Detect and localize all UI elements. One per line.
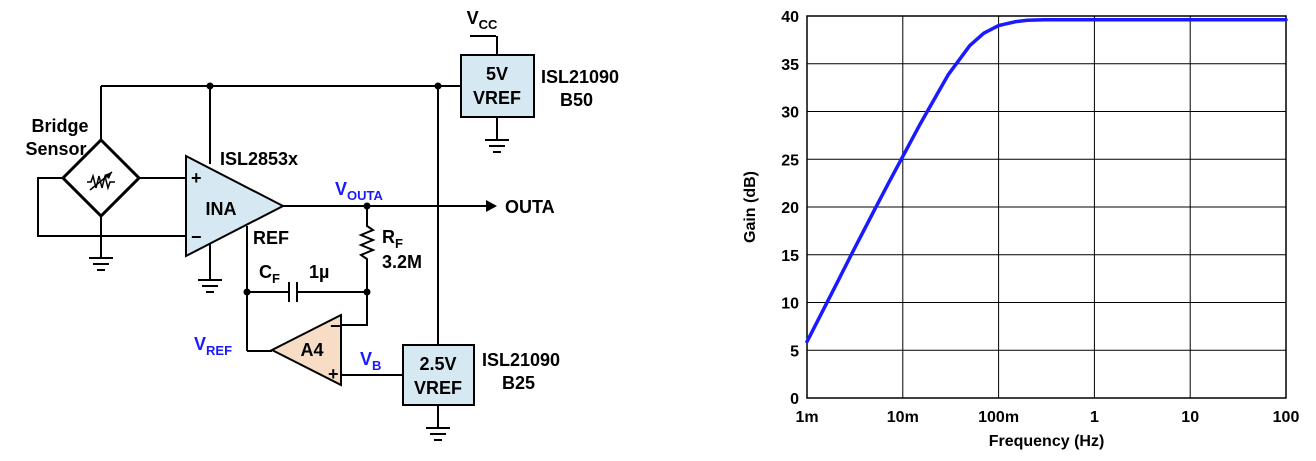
cf-label: CF (259, 262, 280, 286)
x-axis-label: Frequency (Hz) (989, 433, 1105, 450)
y-tick-label: 10 (781, 296, 799, 313)
isl-b50-line2: B50 (560, 90, 593, 110)
x-tick-label: 10 (1181, 409, 1199, 426)
gain-chart: 1m 10m 100m 1 10 100 0 5 10 15 20 25 30 35 40 Frequen… (742, 9, 1299, 450)
bridge-label-line2: Sensor (25, 139, 86, 159)
x-tick-label: 10m (887, 409, 919, 426)
rf-label: RF (382, 227, 403, 251)
ground-icon (426, 427, 450, 441)
y-tick-label: 15 (781, 248, 799, 265)
a4-minus-sign: − (330, 316, 341, 336)
gain-curve (805, 18, 1288, 344)
a4-plus-sign: + (328, 364, 339, 384)
ref-label: REF (253, 228, 289, 248)
y-axis-label: Gain (dB) (742, 171, 759, 243)
ina-label: INA (206, 199, 237, 219)
x-tick-label: 1 (1090, 409, 1099, 426)
ina-amplifier (185, 154, 286, 258)
isl-b50-line1: ISL21090 (541, 67, 619, 87)
cf-value: 1µ (309, 262, 329, 282)
vref-2v5-line2: VREF (414, 378, 462, 398)
y-tick-label: 0 (790, 391, 799, 408)
chart-grid (807, 16, 1286, 398)
resistor-rf-icon (341, 206, 376, 326)
y-tick-label: 25 (781, 152, 799, 169)
vcc-label: VCC (467, 8, 498, 32)
a4-amplifier (269, 313, 342, 387)
isl-b25-line1: ISL21090 (482, 350, 560, 370)
isl-b25-line2: B25 (502, 373, 535, 393)
x-tick-label: 100m (978, 409, 1019, 426)
vref-5v-line1: 5V (486, 64, 508, 84)
ground-icon (198, 279, 222, 293)
a4-label: A4 (300, 340, 323, 360)
ina-plus-sign: + (191, 168, 202, 188)
x-tick-label: 100 (1273, 409, 1300, 426)
vref-2v5-block (402, 344, 475, 406)
plot-frame (806, 15, 1287, 399)
circuit-diagram: VCC 5V VREF ISL21090 B50 Bridge Sensor (25, 8, 619, 441)
chart-series (805, 18, 1288, 344)
y-tick-label: 40 (781, 9, 799, 26)
vref-2v5-line1: 2.5V (419, 354, 456, 374)
rf-value: 3.2M (382, 252, 422, 272)
outa-label: OUTA (505, 197, 555, 217)
x-tick-label: 1m (795, 409, 818, 426)
x-tick-labels: 1m 10m 100m 1 10 100 (795, 409, 1299, 426)
y-tick-label: 20 (781, 200, 799, 217)
y-tick-labels: 0 5 10 15 20 25 30 35 40 (781, 9, 799, 408)
output-arrow-icon (486, 200, 497, 212)
ground-icon (89, 257, 113, 271)
variable-resistor-icon (87, 171, 115, 191)
ina-part-label: ISL2853x (220, 149, 298, 169)
y-tick-label: 5 (790, 343, 799, 360)
ground-icon (485, 139, 509, 153)
vb-label: VB (360, 349, 381, 373)
ina-minus-sign: − (191, 227, 202, 247)
vouta-label: VOUTA (335, 179, 383, 203)
vref-5v-line2: VREF (473, 88, 521, 108)
y-tick-label: 35 (781, 57, 799, 74)
vref-label: VREF (194, 334, 232, 358)
wire-bridge-ina-minus (37, 177, 186, 237)
y-tick-label: 30 (781, 105, 799, 122)
bridge-label-line1: Bridge (31, 116, 88, 136)
